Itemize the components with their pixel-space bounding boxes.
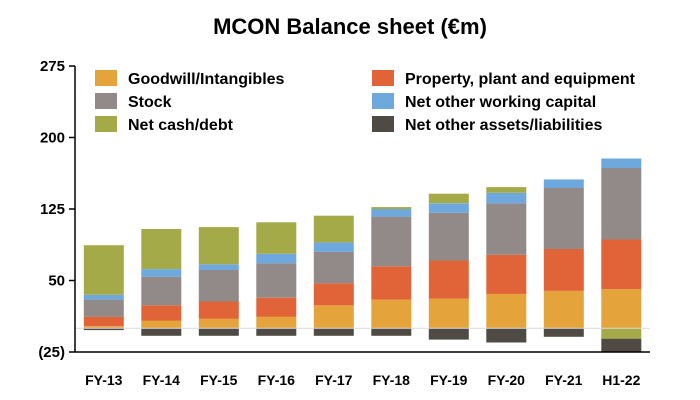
bar-segment bbox=[601, 168, 642, 240]
bar-segment bbox=[83, 316, 124, 327]
legend-swatch bbox=[95, 93, 117, 109]
bar-segment bbox=[601, 289, 642, 329]
bar-segment bbox=[543, 328, 584, 337]
bar-segment bbox=[141, 276, 182, 306]
bar-segment bbox=[141, 305, 182, 321]
bar-segment bbox=[601, 328, 642, 339]
legend-label: Net other working capital bbox=[405, 94, 596, 111]
legend: Goodwill/Intangibles Property, plant and … bbox=[95, 70, 636, 134]
bar-segment bbox=[198, 227, 239, 265]
x-tick-label: FY-18 bbox=[373, 372, 411, 388]
bar-segment bbox=[428, 260, 469, 299]
legend-label: Stock bbox=[128, 94, 172, 111]
legend-swatch bbox=[372, 70, 394, 86]
bar-segment bbox=[141, 269, 182, 277]
x-tick-label: FY-15 bbox=[200, 372, 238, 388]
bar-segment bbox=[543, 249, 584, 291]
bar-segment bbox=[371, 209, 412, 217]
bar-segment bbox=[313, 215, 354, 243]
x-tick-label: FY-19 bbox=[430, 372, 468, 388]
bar-segment bbox=[371, 266, 412, 300]
x-tick-label: FY-14 bbox=[143, 372, 181, 388]
bar-segment bbox=[141, 328, 182, 336]
legend-label: Property, plant and equipment bbox=[405, 71, 636, 88]
bar-segment bbox=[256, 263, 297, 298]
bar-segment bbox=[256, 222, 297, 254]
bar-segment bbox=[371, 207, 412, 209]
bar-segment bbox=[486, 328, 527, 343]
bar-segment bbox=[256, 316, 297, 329]
bar-segment bbox=[141, 320, 182, 329]
bar-segment bbox=[83, 245, 124, 295]
bar-segment bbox=[141, 229, 182, 269]
legend-swatch bbox=[372, 93, 394, 109]
bar-segment bbox=[371, 299, 412, 329]
bar-segment bbox=[313, 251, 354, 284]
legend-label: Goodwill/Intangibles bbox=[128, 71, 285, 88]
bar-segment bbox=[428, 193, 469, 204]
axis-layer: FY-13 FY-14 FY-15 FY-16 FY-17 FY-18 FY-19 FY-20… bbox=[38, 58, 650, 388]
bar-segment bbox=[256, 253, 297, 264]
bar-segment bbox=[198, 270, 239, 302]
bar-segment bbox=[83, 294, 124, 300]
bar-segment bbox=[371, 328, 412, 336]
y-tick-label: (25) bbox=[38, 344, 65, 361]
bar-segment bbox=[601, 158, 642, 168]
bar-segment bbox=[428, 328, 469, 340]
bar-segment bbox=[486, 293, 527, 329]
bar-segment bbox=[198, 264, 239, 270]
y-tick-label: 275 bbox=[40, 58, 65, 75]
chart-title: MCON Balance sheet (€m) bbox=[213, 14, 487, 39]
bar-segment bbox=[83, 326, 124, 329]
bar-segment bbox=[486, 192, 527, 204]
y-tick-label: 125 bbox=[40, 201, 65, 218]
x-tick-label: FY-21 bbox=[545, 372, 583, 388]
bar-segment bbox=[256, 297, 297, 317]
legend-label: Net other assets/liabilities bbox=[405, 117, 603, 134]
bar-segment bbox=[313, 328, 354, 336]
bar-segment bbox=[486, 254, 527, 294]
bar-segment bbox=[428, 212, 469, 261]
bar-segment bbox=[601, 239, 642, 290]
x-tick-label: FY-17 bbox=[315, 372, 353, 388]
bar-segment bbox=[543, 179, 584, 188]
bar-segment bbox=[313, 283, 354, 306]
bar-segment bbox=[428, 203, 469, 213]
y-tick-label: 50 bbox=[48, 273, 65, 290]
bar-segment bbox=[198, 318, 239, 329]
bar-segment bbox=[543, 188, 584, 249]
bar-segment bbox=[256, 328, 297, 336]
bar-segment bbox=[601, 338, 642, 352]
bar-segment bbox=[313, 242, 354, 252]
y-tick-label: 200 bbox=[40, 130, 65, 147]
legend-swatch bbox=[95, 70, 117, 86]
bar-segment bbox=[371, 216, 412, 267]
x-tick-label: FY-20 bbox=[488, 372, 526, 388]
x-tick-label: H1-22 bbox=[602, 372, 640, 388]
bar-segment bbox=[428, 298, 469, 329]
bars-layer bbox=[83, 158, 642, 352]
bar-segment bbox=[198, 328, 239, 336]
bar-segment bbox=[313, 305, 354, 329]
bar-segment bbox=[83, 328, 124, 331]
bar-segment bbox=[486, 203, 527, 255]
bar-segment bbox=[198, 301, 239, 319]
legend-swatch bbox=[372, 116, 394, 132]
x-tick-label: FY-16 bbox=[258, 372, 296, 388]
bar-segment bbox=[543, 291, 584, 329]
bar-segment bbox=[83, 299, 124, 317]
legend-swatch bbox=[95, 116, 117, 132]
bar-segment bbox=[486, 187, 527, 193]
legend-label: Net cash/debt bbox=[128, 117, 234, 134]
x-tick-label: FY-13 bbox=[85, 372, 123, 388]
